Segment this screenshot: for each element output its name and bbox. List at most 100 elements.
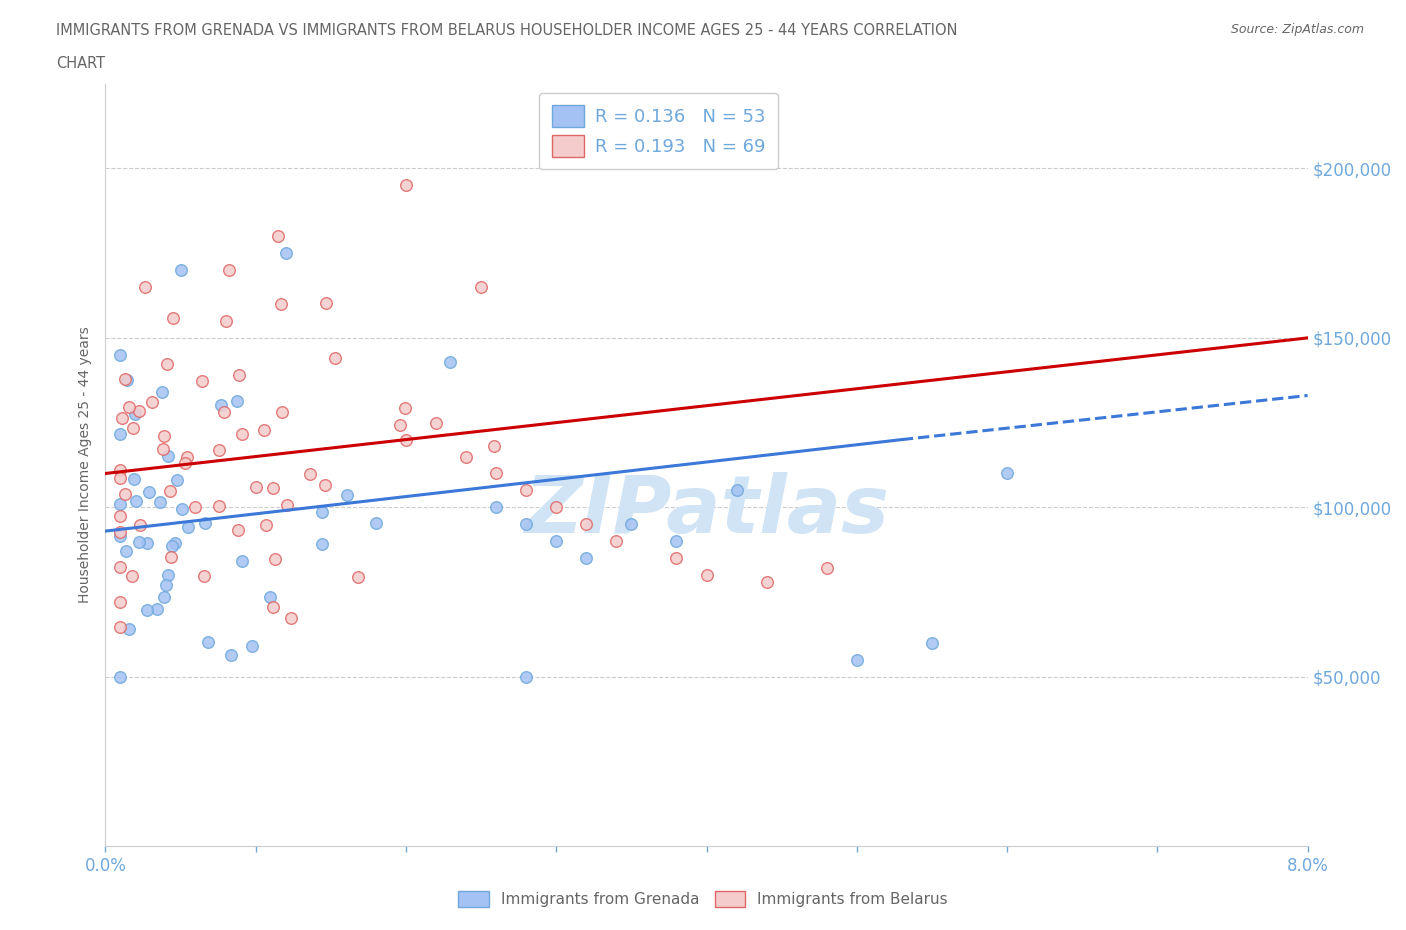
- Point: [110, 427, 132, 442]
- Point: [482, 439, 505, 454]
- Point: [395, 178, 418, 193]
- Point: [228, 368, 250, 383]
- Point: [665, 551, 688, 565]
- Point: [128, 403, 150, 418]
- Point: [439, 354, 461, 369]
- Point: [575, 517, 598, 532]
- Point: [274, 246, 297, 260]
- Text: Source: ZipAtlas.com: Source: ZipAtlas.com: [1230, 23, 1364, 36]
- Point: [141, 394, 163, 409]
- Point: [122, 472, 145, 486]
- Point: [270, 405, 292, 419]
- Point: [197, 635, 219, 650]
- Point: [172, 502, 194, 517]
- Point: [388, 418, 411, 432]
- Text: ZIPatlas: ZIPatlas: [524, 472, 889, 550]
- Point: [156, 567, 179, 582]
- Point: [315, 296, 337, 311]
- Point: [136, 602, 159, 617]
- Point: [226, 393, 249, 408]
- Point: [218, 262, 240, 277]
- Point: [194, 515, 217, 530]
- Point: [262, 599, 284, 614]
- Point: [157, 448, 180, 463]
- Point: [114, 371, 136, 386]
- Point: [110, 525, 132, 539]
- Point: [122, 421, 145, 436]
- Point: [262, 480, 284, 495]
- Text: CHART: CHART: [56, 56, 105, 71]
- Point: [470, 280, 492, 295]
- Point: [153, 429, 176, 444]
- Y-axis label: Householder Income Ages 25 - 44 years: Householder Income Ages 25 - 44 years: [79, 326, 93, 604]
- Point: [240, 638, 263, 653]
- Point: [184, 499, 207, 514]
- Point: [515, 670, 537, 684]
- Point: [193, 568, 215, 583]
- Point: [254, 518, 277, 533]
- Point: [696, 567, 718, 582]
- Point: [110, 594, 132, 609]
- Point: [110, 462, 132, 477]
- Point: [212, 405, 235, 419]
- Point: [259, 590, 281, 604]
- Point: [515, 517, 537, 532]
- Point: [298, 467, 321, 482]
- Point: [121, 568, 143, 583]
- Point: [276, 498, 298, 512]
- Point: [153, 590, 176, 604]
- Point: [515, 483, 537, 498]
- Point: [191, 374, 214, 389]
- Point: [152, 442, 174, 457]
- Point: [124, 407, 146, 422]
- Point: [395, 432, 418, 447]
- Point: [208, 498, 231, 513]
- Point: [115, 372, 138, 387]
- Point: [485, 500, 508, 515]
- Point: [110, 497, 132, 512]
- Point: [253, 423, 276, 438]
- Point: [815, 561, 838, 576]
- Point: [138, 485, 160, 499]
- Point: [311, 504, 333, 519]
- Point: [231, 554, 253, 569]
- Point: [160, 550, 183, 565]
- Point: [165, 535, 187, 550]
- Point: [209, 397, 232, 412]
- Point: [166, 473, 188, 488]
- Point: [114, 487, 136, 502]
- Point: [177, 519, 200, 534]
- Point: [425, 415, 447, 430]
- Legend: Immigrants from Grenada, Immigrants from Belarus: Immigrants from Grenada, Immigrants from…: [451, 884, 955, 913]
- Point: [128, 517, 150, 532]
- Point: [111, 410, 134, 425]
- Legend: R = 0.136   N = 53, R = 0.193   N = 69: R = 0.136 N = 53, R = 0.193 N = 69: [538, 93, 778, 169]
- Point: [162, 311, 184, 325]
- Point: [118, 622, 141, 637]
- Point: [270, 297, 292, 312]
- Point: [264, 551, 287, 566]
- Point: [174, 456, 197, 471]
- Point: [620, 517, 643, 532]
- Point: [135, 536, 157, 551]
- Point: [323, 351, 346, 365]
- Point: [364, 515, 387, 530]
- Point: [280, 610, 302, 625]
- Point: [231, 427, 253, 442]
- Point: [128, 535, 150, 550]
- Point: [228, 523, 250, 538]
- Point: [314, 478, 336, 493]
- Point: [162, 538, 184, 553]
- Point: [110, 560, 132, 575]
- Point: [245, 480, 267, 495]
- Point: [110, 348, 132, 363]
- Point: [311, 537, 333, 551]
- Point: [346, 569, 368, 584]
- Point: [149, 494, 172, 509]
- Point: [665, 534, 688, 549]
- Point: [267, 229, 290, 244]
- Point: [146, 602, 169, 617]
- Point: [110, 619, 132, 634]
- Point: [214, 313, 236, 328]
- Point: [219, 647, 242, 662]
